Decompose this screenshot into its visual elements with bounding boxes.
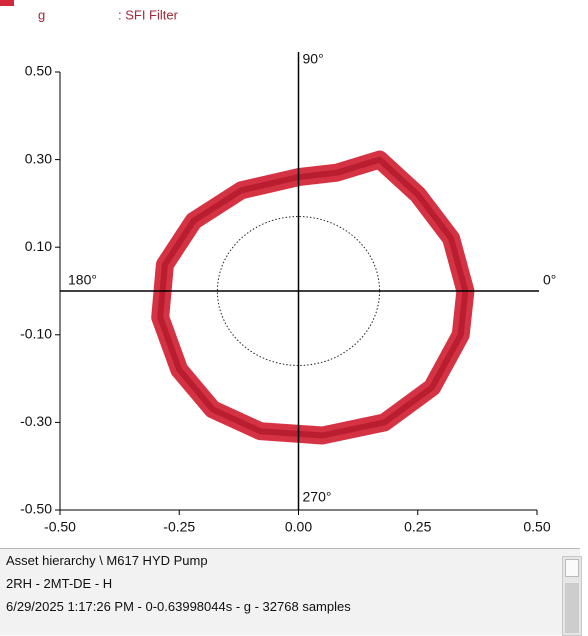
info-line: 2RH - 2MT-DE - H	[6, 576, 113, 591]
scrollbar[interactable]	[562, 556, 582, 636]
y-tick-label: 0.50	[25, 63, 52, 79]
y-tick-label: -0.30	[20, 413, 52, 429]
info-line: 6/29/2025 1:17:26 PM - 0-0.63998044s - g…	[6, 599, 351, 614]
chart: g : SFI Filter 0.50 0.30 0.10 -0.10 -0.30 -0.…	[0, 0, 556, 535]
y-tick-label: 0.30	[25, 150, 52, 166]
angle-label: 270°	[303, 489, 332, 505]
y-tick-label: -0.50	[20, 501, 52, 517]
scroll-up[interactable]	[565, 559, 579, 577]
angle-label: 180°	[68, 272, 97, 288]
legend-label: : SFI Filter	[118, 7, 179, 22]
legend-swatch	[0, 0, 14, 6]
x-tick-label: 0.25	[404, 519, 431, 535]
x-tick-label: 0.50	[523, 519, 550, 535]
orbit-core	[157, 156, 469, 439]
angle-label: 90°	[303, 51, 324, 67]
scroll-thumb[interactable]	[565, 583, 579, 633]
legend-unit: g	[38, 7, 45, 22]
y-tick-label: -0.10	[20, 326, 52, 342]
x-tick-label: -0.50	[44, 519, 76, 535]
x-tick-label: 0.00	[285, 519, 312, 535]
x-tick-label: -0.25	[163, 519, 195, 535]
info-line: Asset hierarchy \ M617 HYD Pump	[6, 553, 208, 568]
angle-label: 0°	[543, 272, 556, 288]
y-tick-label: 0.10	[25, 238, 52, 254]
info-panel: Asset hierarchy \ M617 HYD Pump 2RH - 2M…	[0, 548, 580, 635]
